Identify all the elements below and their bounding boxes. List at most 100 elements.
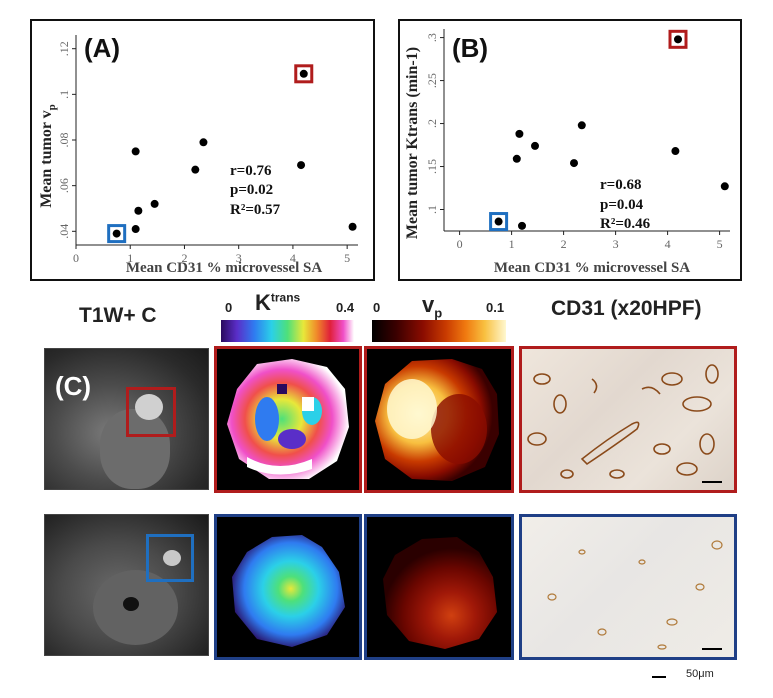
chart-b-ytick-label: .3	[425, 33, 439, 42]
chart-a-data-point	[191, 165, 200, 174]
fourth-ventricle	[123, 597, 139, 611]
chart-b-stat-p: p=0.04	[600, 197, 644, 213]
cd31-vessels-bottom	[547, 540, 723, 650]
chart-a-xtick-label: 5	[344, 251, 350, 265]
chart-a-xtick-label: 3	[236, 251, 242, 265]
chart-b-xtick-label: 1	[509, 237, 515, 251]
chart-a-highlight-box-red	[294, 64, 314, 84]
chart-b: (B) Mean tumor Ktrans (min-1) Mean CD31 …	[404, 29, 730, 276]
ktrans-title: Ktrans	[255, 290, 300, 316]
cd31-vessels-top	[527, 364, 722, 483]
roi-box-blue	[146, 534, 194, 582]
chart-a-xtick-label: 0	[73, 251, 79, 265]
chart-b-xtick-label: 4	[665, 237, 671, 251]
chart-a-panel-label: (A)	[84, 33, 120, 63]
chart-a-xtick-label: 1	[127, 251, 133, 265]
c-panel-label: (C)	[55, 371, 92, 401]
chart-b-ylabel: Mean tumor Ktrans (min-1)	[404, 47, 421, 239]
cd31-histology-top	[519, 346, 737, 493]
chart-b-data-point	[494, 217, 503, 226]
chart-a-xlabel: Mean CD31 % microvessel SA	[126, 260, 323, 276]
chart-a-ytick-label: .1	[57, 90, 71, 99]
ktrans-map-top-graphic	[227, 359, 349, 479]
chart-b-data-point	[518, 221, 526, 230]
chart-b-ytick-label: .25	[425, 73, 439, 88]
chart-a-ytick-label: .06	[57, 178, 71, 193]
ktrans-map-bottom-graphic	[232, 535, 345, 647]
chart-a-data-point	[150, 199, 159, 208]
ktrans-title-sup: trans	[270, 290, 301, 305]
chart-a-data-point	[348, 222, 357, 231]
chart-b-data-point	[577, 121, 586, 130]
ktrans-min-label: 0	[225, 300, 233, 315]
brainstem-shape	[100, 409, 170, 489]
t1w-title: T1W+ C	[79, 304, 157, 327]
ktrans-map-top	[214, 346, 362, 493]
chart-b-xtick-label: 2	[561, 237, 567, 251]
chart-b-ytick-label: .15	[425, 159, 439, 174]
chart-a-stat-r: r=0.76	[230, 163, 272, 179]
t1w-image-bottom	[44, 514, 209, 656]
chart-b-data-point	[671, 147, 680, 156]
vp-min-label: 0	[373, 300, 381, 315]
chart-a-data-point	[297, 161, 306, 170]
chart-b-xlabel: Mean CD31 % microvessel SA	[494, 260, 691, 276]
vp-title: vp	[422, 292, 442, 320]
vp-colorbar	[372, 320, 506, 342]
tumor-enhancement	[135, 394, 163, 420]
chart-b-ytick-label: .1	[425, 205, 439, 214]
cd31-title: CD31 (x20HPF)	[551, 297, 702, 320]
chart-a-data-point	[112, 229, 121, 238]
t1w-image-top: (C)	[44, 348, 209, 490]
chart-a-ylabel-sub: p	[46, 104, 58, 110]
chart-a-frame: (A) Mean tumor vp Mean CD31 % microvesse…	[30, 19, 375, 281]
chart-a-xtick-label: 4	[290, 251, 296, 265]
chart-a-data-point	[134, 206, 143, 215]
ktrans-max-label: 0.4	[336, 300, 355, 315]
chart-b-data-point	[515, 129, 524, 138]
tumor-enhancement-bottom	[163, 550, 181, 566]
chart-a-data-point	[199, 138, 208, 147]
chart-a-ylabel: Mean tumor vp	[38, 104, 58, 208]
cd31-histology-bottom	[519, 514, 737, 660]
chart-a-data-point	[131, 225, 140, 234]
chart-b-xtick-label: 5	[717, 237, 723, 251]
scale-bar-label: 50μm	[686, 668, 714, 680]
chart-b-ytick-label: .2	[425, 119, 439, 128]
ktrans-map-bottom	[214, 514, 362, 660]
vp-title-sub: p	[434, 305, 443, 321]
chart-a-ytick-label: .08	[57, 133, 71, 148]
vp-map-bottom	[364, 514, 514, 660]
chart-a-ylabel-main: Mean tumor v	[38, 110, 55, 207]
chart-a-stat-r2: R²=0.57	[230, 202, 281, 218]
scale-bar-line	[652, 676, 666, 678]
chart-a-data-point	[131, 147, 140, 156]
ktrans-title-main: K	[255, 290, 271, 315]
vp-map-top-graphic	[375, 359, 499, 481]
chart-a-xtick-label: 2	[181, 251, 187, 265]
vp-max-label: 0.1	[486, 300, 505, 315]
chart-a-highlight-box-blue	[107, 224, 127, 244]
chart-a-stat-p: p=0.02	[230, 182, 273, 198]
chart-b-xtick-label: 0	[457, 237, 463, 251]
chart-a-data-point	[299, 69, 308, 78]
chart-b-data-point	[570, 159, 578, 168]
chart-b-stat-r2: R²=0.46	[600, 216, 651, 232]
chart-b-highlight-box-red	[668, 29, 688, 49]
vp-title-main: v	[422, 292, 435, 317]
chart-b-data-point	[720, 182, 729, 191]
chart-b-panel-label: (B)	[452, 33, 488, 63]
roi-box-red	[126, 387, 176, 437]
vp-map-bottom-graphic	[383, 537, 497, 649]
chart-a-ytick-label: .12	[57, 41, 71, 56]
chart-b-xtick-label: 3	[613, 237, 619, 251]
chart-a-ytick-label: .04	[57, 224, 71, 239]
chart-b-highlight-box-blue	[489, 212, 509, 232]
chart-b-data-point	[674, 35, 682, 44]
chart-b-frame: (B) Mean tumor Ktrans (min-1) Mean CD31 …	[398, 19, 742, 281]
chart-b-data-point	[512, 154, 521, 163]
chart-b-stat-r: r=0.68	[600, 177, 641, 193]
ktrans-colorbar	[221, 320, 354, 342]
chart-b-data-point	[531, 141, 539, 150]
vp-map-top	[364, 346, 514, 493]
